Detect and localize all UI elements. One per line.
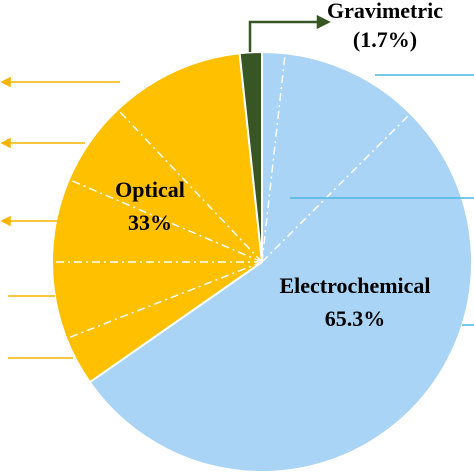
slice-label: Electrochemical [279,273,430,298]
decorations [0,14,474,359]
pie-slice [88,50,473,473]
labels: Electrochemical 65.3% Optical 33% Gravimetri… [115,0,443,331]
slice-value-label: 65.3% [325,306,386,331]
slice-value-label: (1.7%) [353,27,417,52]
pie-slice [238,50,263,263]
slice-label: Optical [115,177,185,202]
slice-label: Gravimetric [327,0,443,23]
slice-value-label: 33% [128,210,172,235]
